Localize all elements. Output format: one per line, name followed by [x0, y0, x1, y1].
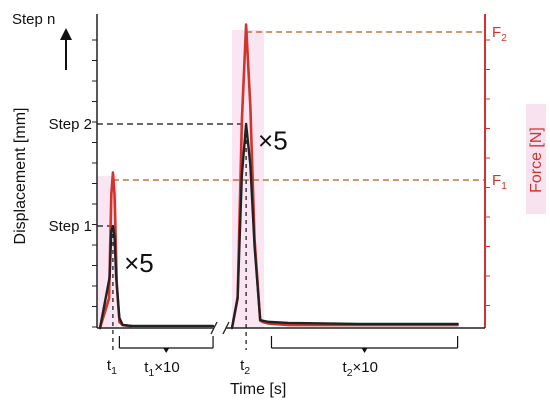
- x-tick-label: t2: [240, 357, 250, 377]
- right-tick-label: F1: [492, 172, 507, 192]
- span-bracket-tip: [361, 348, 368, 353]
- span-bracket-tip: [163, 348, 170, 353]
- displacement-series-line: [98, 224, 215, 330]
- right-axis-label: Force [N]: [528, 127, 545, 193]
- x-tick-label: t1: [107, 357, 117, 377]
- multiplier-annotation: ×5: [124, 248, 154, 278]
- step-n-arrow-head: [60, 28, 72, 40]
- x-break-mark: [222, 321, 230, 335]
- right-axis-label-highlight: [526, 104, 546, 214]
- left-axis-top-label: Step n: [12, 11, 55, 28]
- left-tick-label: Step 1: [49, 218, 92, 235]
- x-axis-label: Time [s]: [230, 381, 286, 398]
- left-axis-label: Displacement [mm]: [12, 108, 29, 245]
- span-label: t1×10: [144, 359, 179, 379]
- displacement-series-line: [230, 122, 459, 330]
- multiplier-annotation: ×5: [258, 126, 288, 156]
- x-break-mark: [210, 321, 218, 335]
- left-tick-label: Step 2: [49, 116, 92, 133]
- force-series-line: [230, 23, 459, 330]
- span-label: t2×10: [343, 359, 378, 379]
- right-tick-label: F2: [492, 24, 507, 44]
